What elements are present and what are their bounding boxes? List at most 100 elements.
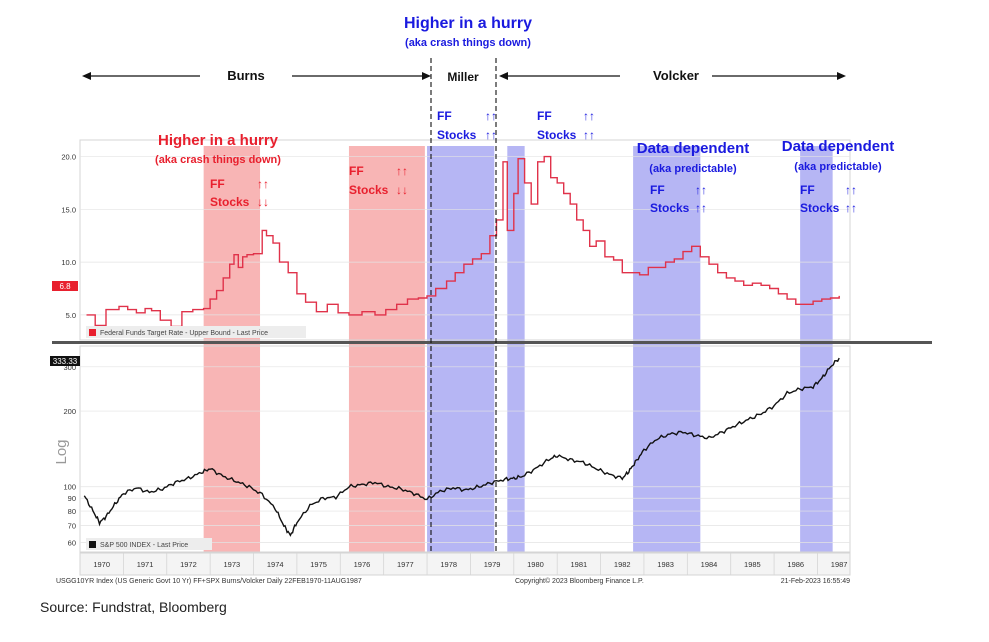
top-ytick-label: 10.0 — [61, 258, 76, 267]
volcker-arrowhead-right — [837, 72, 846, 80]
miller-ff-stocks: Stocks — [437, 128, 477, 142]
top-panel: 5.0 10.0 15.0 20.0 6.8 Federal Funds Target… — [52, 139, 851, 341]
x-tick-label: 1971 — [137, 560, 154, 569]
annotation-miller-ff: FF ↑↑ Stocks ↑↑ — [437, 109, 497, 142]
x-tick-label: 1981 — [571, 560, 588, 569]
burns-ff1-stocks: Stocks — [210, 195, 250, 209]
x-axis-strip — [79, 552, 851, 576]
y-axis-log-label: Log — [53, 439, 70, 464]
x-tick-label: 1974 — [267, 560, 284, 569]
dd1-sub: (aka predictable) — [649, 163, 737, 175]
fed-funds-line — [86, 155, 840, 328]
x-axis-year-labels: 1970 1971 1972 1973 1974 1975 1976 1977 1978 1979… — [93, 553, 847, 575]
annotation-data-dependent-2: Data dependent (aka predictable) FF ↑↑ S… — [782, 138, 895, 215]
spx-legend-label: S&P 500 INDEX - Last Price — [100, 542, 188, 549]
chart-svg: 5.0 10.0 15.0 20.0 6.8 Federal Funds Target… — [50, 15, 932, 585]
ff-last-price-label: 6.8 — [59, 282, 71, 291]
dd2-stocks: Stocks — [800, 201, 840, 215]
shaded-band-3 — [427, 146, 495, 553]
sp500-line — [83, 357, 840, 537]
spx-last-price-label: 333.33 — [53, 357, 78, 366]
dd2-stocks-arrows: ↑↑ — [845, 201, 857, 215]
bottom-ytick-label: 200 — [63, 407, 76, 416]
burns-ff2-stocks: Stocks — [349, 183, 389, 197]
era-header: Higher in a hurry (aka crash things down… — [82, 15, 846, 84]
burns-ff2-stocks-arrows: ↓↓ — [396, 183, 408, 197]
bottom-ytick-label: 70 — [68, 522, 76, 531]
bottom-ytick-label: 80 — [68, 507, 76, 516]
bottom-ytick-label: 100 — [63, 483, 76, 492]
shaded-band-5 — [633, 146, 701, 553]
top-callout-sub: (aka crash things down) — [405, 37, 531, 49]
x-tick-label: 1970 — [93, 560, 110, 569]
bottom-panel: 60 70 80 90 100 200 300 Log 333.33 S&P 500 IND… — [50, 345, 851, 553]
footer-left: USGG10YR Index (US Generic Govt 10 Yr) F… — [56, 578, 362, 585]
panel-divider — [52, 341, 932, 344]
burns-ff1-ff: FF — [210, 177, 225, 191]
annotation-burns-hurry: Higher in a hurry (aka crash things down… — [155, 132, 281, 166]
volcker-ff-ff: FF — [537, 109, 552, 123]
annotation-burns-ff1: FF ↑↑ Stocks ↓↓ — [210, 177, 269, 209]
era-label-burns: Burns — [227, 68, 265, 83]
x-tick-label: 1977 — [397, 560, 414, 569]
annotation-burns-ff2: FF ↑↑ Stocks ↓↓ — [349, 164, 408, 197]
burns-ff1-ff-arrows: ↑↑ — [257, 177, 269, 191]
spx-last-price-tag: 333.33 — [50, 356, 80, 366]
top-ytick-label: 20.0 — [61, 153, 76, 162]
bottom-gridlines — [80, 366, 850, 543]
burns-arrowhead-right — [422, 72, 431, 80]
spx-legend: S&P 500 INDEX - Last Price — [86, 538, 212, 550]
footer-right: 21-Feb-2023 16:55:49 — [781, 578, 850, 585]
x-tick-label: 1984 — [701, 560, 718, 569]
bottom-y-ticks: 60 70 80 90 100 200 300 — [63, 363, 76, 548]
burns-hurry-title: Higher in a hurry — [158, 132, 279, 149]
shaded-periods — [203, 146, 833, 553]
shaded-band-2 — [348, 146, 425, 553]
burns-arrowhead-left — [82, 72, 91, 80]
x-tick-label: 1985 — [744, 560, 761, 569]
dd2-sub: (aka predictable) — [794, 161, 882, 173]
bottom-ytick-label: 60 — [68, 538, 76, 547]
volcker-arrowhead-left — [499, 72, 508, 80]
burns-ff2-ff-arrows: ↑↑ — [396, 164, 408, 178]
bottom-ytick-label: 300 — [63, 363, 76, 372]
dd1-title: Data dependent — [637, 140, 750, 157]
ff-legend: Federal Funds Target Rate - Upper Bound … — [86, 326, 306, 338]
ff-legend-label: Federal Funds Target Rate - Upper Bound … — [100, 330, 268, 337]
x-tick-label: 1972 — [180, 560, 197, 569]
x-tick-label: 1980 — [527, 560, 544, 569]
x-tick-label: 1987 — [831, 560, 848, 569]
footer-center: Copyright© 2023 Bloomberg Finance L.P. — [515, 577, 644, 585]
x-tick-label: 1973 — [223, 560, 240, 569]
top-y-ticks: 5.0 10.0 15.0 20.0 — [61, 153, 76, 320]
dd2-ff-arrows: ↑↑ — [845, 183, 857, 197]
dd1-stocks-arrows: ↑↑ — [695, 201, 707, 215]
miller-ff-ff: FF — [437, 109, 452, 123]
x-tick-label: 1975 — [310, 560, 327, 569]
top-ytick-label: 5.0 — [66, 311, 76, 320]
ff-last-price-tag: 6.8 — [52, 281, 78, 291]
shaded-band-6 — [800, 146, 833, 553]
burns-hurry-sub: (aka crash things down) — [155, 154, 281, 166]
shaded-band-1 — [203, 146, 261, 553]
top-gridlines — [80, 156, 850, 316]
bottom-ytick-label: 90 — [68, 494, 76, 503]
miller-ff-stocks-arrows: ↑↑ — [485, 128, 497, 142]
x-tick-label: 1983 — [657, 560, 674, 569]
era-label-volcker: Volcker — [653, 68, 699, 83]
dd1-ff-arrows: ↑↑ — [695, 183, 707, 197]
dd2-title: Data dependent — [782, 138, 895, 155]
era-label-miller: Miller — [447, 70, 479, 84]
dd1-ff: FF — [650, 183, 665, 197]
volcker-ff-stocks-arrows: ↑↑ — [583, 128, 595, 142]
volcker-ff-ff-arrows: ↑↑ — [583, 109, 595, 123]
x-tick-label: 1976 — [354, 560, 371, 569]
top-ytick-label: 15.0 — [61, 205, 76, 214]
annotation-data-dependent-1: Data dependent (aka predictable) FF ↑↑ S… — [637, 140, 750, 215]
source-note: Source: Fundstrat, Bloomberg — [40, 599, 227, 615]
x-tick-label: 1982 — [614, 560, 631, 569]
x-tick-label: 1978 — [440, 560, 457, 569]
volcker-ff-stocks: Stocks — [537, 128, 577, 142]
dd1-stocks: Stocks — [650, 201, 690, 215]
